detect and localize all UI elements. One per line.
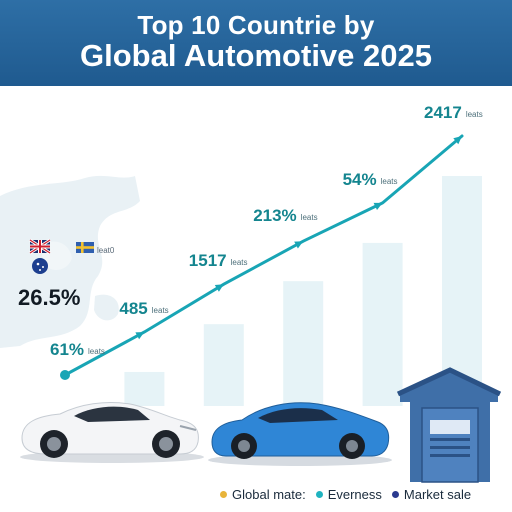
line-arrow-3 [294,241,304,249]
blue-sedan-icon [208,402,392,466]
white-sports-car-icon [20,401,204,463]
legend-dot-teal [315,490,323,498]
point-label-3: 213% [253,206,296,225]
legend-item-global: Global mate: [220,487,306,502]
uk-flag-icon [29,238,51,255]
point-label-2: 1517 [189,251,227,270]
legend-dot-gold [220,490,227,498]
header-banner: Top 10 Countrie by Global Automotive 202… [0,0,512,86]
line-arrow-5 [453,136,462,145]
point-suffix-3: leats [301,213,318,222]
legend-label-market: Market sale [403,486,472,502]
point-suffix-2: leats [231,258,248,267]
point-suffix-5: leats [466,110,483,119]
point-label-5: 2417 [424,103,462,122]
trend-line-group [60,134,464,380]
title-line-2: Global Automotive 2025 [80,38,432,73]
point-label-0: 61% [50,340,84,359]
garage-icon [396,367,502,483]
bar-5 [442,176,482,406]
bar-4 [362,242,403,406]
line-arrow-4 [373,202,383,210]
legend: Global mate: Everness Market sale [220,484,471,504]
point-suffix-4: leats [381,177,398,186]
legend-dot-navy [391,490,399,498]
line-arrow-2 [214,284,224,292]
bar-1 [124,371,165,406]
legend-label-everness: Everness [327,486,382,502]
legend-item-market: Market sale [391,486,472,502]
world-map-icon [0,175,140,348]
line-start-point [60,370,70,380]
bar-3 [283,281,324,406]
bar-2 [203,324,244,406]
chart-area: 61% leats 485 leats 1517 leats 213% leats 54% lea… [0,103,502,483]
legend-item-everness: Everness [315,486,382,502]
line-arrow-1 [135,332,145,340]
bar-group [124,176,482,406]
point-suffix-0: leats [88,347,105,356]
title-line-1: Top 10 Countrie by [137,10,375,40]
side-value-label: 26.5% [18,285,80,310]
point-label-1: 485 [119,299,147,318]
australia-flag-icon [32,258,48,274]
point-suffix-1: leats [152,306,169,315]
legend-label-global: Global mate: [232,486,306,502]
flag-caption: leat0 [97,246,115,255]
point-label-group: 61% leats 485 leats 1517 leats 213% leats 54% lea… [50,103,483,359]
point-label-4: 54% [343,170,377,189]
sweden-flag-icon [76,242,94,253]
trend-line [63,134,464,377]
